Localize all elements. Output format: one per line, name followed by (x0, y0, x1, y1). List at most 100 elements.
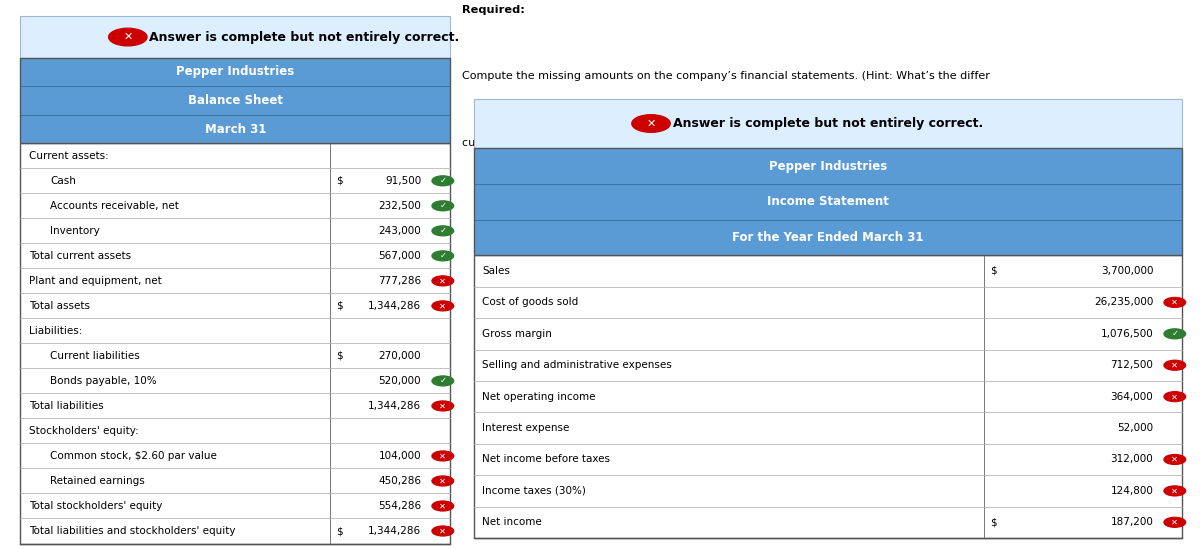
Text: Retained earnings: Retained earnings (50, 476, 145, 486)
Text: 243,000: 243,000 (378, 226, 421, 236)
Text: Interest expense: Interest expense (482, 423, 570, 433)
Text: ✓: ✓ (439, 377, 446, 385)
Text: 1,076,500: 1,076,500 (1100, 329, 1153, 339)
Text: Net operating income: Net operating income (482, 391, 596, 402)
Text: (Do not round intermediate calculations.): (Do not round intermediate calculations.… (572, 137, 833, 147)
Circle shape (432, 251, 454, 261)
Text: 270,000: 270,000 (378, 351, 421, 361)
Circle shape (1164, 486, 1186, 496)
Text: For the Year Ended March 31: For the Year Ended March 31 (732, 231, 924, 244)
Text: Balance Sheet: Balance Sheet (187, 94, 283, 107)
Text: ✓: ✓ (1171, 329, 1178, 338)
Text: 124,800: 124,800 (1110, 486, 1153, 496)
Text: ✕: ✕ (1171, 361, 1178, 369)
Text: $: $ (336, 526, 342, 536)
Circle shape (631, 115, 671, 132)
Text: Income Statement: Income Statement (767, 195, 889, 208)
Circle shape (432, 501, 454, 511)
Text: Current assets:: Current assets: (29, 151, 108, 161)
Text: 567,000: 567,000 (378, 251, 421, 261)
Text: $: $ (336, 301, 342, 311)
Text: 52,000: 52,000 (1117, 423, 1153, 433)
Text: Current liabilities: Current liabilities (50, 351, 140, 361)
Text: Income taxes (30%): Income taxes (30%) (482, 486, 587, 496)
Circle shape (1164, 517, 1186, 527)
Circle shape (432, 376, 454, 386)
Text: ✕: ✕ (439, 301, 446, 310)
Text: 3,700,000: 3,700,000 (1100, 266, 1153, 276)
Text: Gross margin: Gross margin (482, 329, 552, 339)
Text: 777,286: 777,286 (378, 276, 421, 286)
Text: 1,344,286: 1,344,286 (368, 401, 421, 411)
Circle shape (432, 226, 454, 236)
Text: Answer is complete but not entirely correct.: Answer is complete but not entirely corr… (673, 117, 983, 130)
Text: Pepper Industries: Pepper Industries (176, 65, 294, 79)
Text: 364,000: 364,000 (1110, 391, 1153, 402)
Text: 1,344,286: 1,344,286 (368, 526, 421, 536)
Text: $: $ (990, 517, 996, 527)
Circle shape (432, 476, 454, 486)
Text: Liabilities:: Liabilities: (29, 326, 82, 336)
Text: Selling and administrative expenses: Selling and administrative expenses (482, 360, 672, 370)
Bar (20, 58, 450, 86)
Circle shape (432, 276, 454, 286)
Text: 232,500: 232,500 (378, 201, 421, 211)
Circle shape (432, 176, 454, 186)
Text: 520,000: 520,000 (378, 376, 421, 386)
Text: ✕: ✕ (1171, 486, 1178, 495)
Text: ✕: ✕ (439, 477, 446, 485)
Text: ✓: ✓ (439, 176, 446, 186)
Text: Cost of goods sold: Cost of goods sold (482, 298, 578, 307)
Text: 187,200: 187,200 (1110, 517, 1153, 527)
Bar (474, 220, 1182, 255)
Circle shape (432, 401, 454, 411)
Text: 104,000: 104,000 (378, 451, 421, 461)
Text: 91,500: 91,500 (385, 176, 421, 186)
Text: Pepper Industries: Pepper Industries (769, 160, 887, 172)
Bar (20, 143, 450, 544)
Bar (474, 184, 1182, 220)
Text: Total assets: Total assets (29, 301, 90, 311)
Text: ✕: ✕ (1171, 392, 1178, 401)
Circle shape (432, 451, 454, 461)
Text: Required:: Required: (462, 5, 524, 15)
Bar (20, 86, 450, 115)
Text: Net income: Net income (482, 517, 542, 527)
Text: ✓: ✓ (439, 251, 446, 260)
Text: ✕: ✕ (1171, 455, 1178, 464)
Bar (20, 16, 450, 58)
Circle shape (1164, 360, 1186, 370)
Text: 312,000: 312,000 (1110, 455, 1153, 464)
Bar (474, 148, 1182, 255)
Text: Net income before taxes: Net income before taxes (482, 455, 611, 464)
Bar (474, 99, 1182, 148)
Text: ✕: ✕ (439, 526, 446, 535)
Text: $: $ (336, 351, 342, 361)
Text: 1,344,286: 1,344,286 (368, 301, 421, 311)
Text: ✕: ✕ (439, 451, 446, 461)
Text: ✕: ✕ (124, 32, 132, 42)
Text: 712,500: 712,500 (1110, 360, 1153, 370)
Text: Inventory: Inventory (50, 226, 100, 236)
Circle shape (1164, 392, 1186, 402)
Text: Cash: Cash (50, 176, 77, 186)
Text: $: $ (990, 266, 996, 276)
Text: ✓: ✓ (439, 226, 446, 236)
Text: Bonds payable, 10%: Bonds payable, 10% (50, 376, 157, 386)
Text: ✓: ✓ (439, 201, 446, 210)
Text: ✕: ✕ (647, 119, 655, 128)
Text: Sales: Sales (482, 266, 510, 276)
Circle shape (1164, 298, 1186, 307)
Circle shape (432, 301, 454, 311)
Bar (20, 115, 450, 143)
Circle shape (1164, 455, 1186, 464)
Bar (474, 255, 1182, 538)
Bar (474, 148, 1182, 184)
Bar (20, 58, 450, 143)
Text: ✕: ✕ (1171, 518, 1178, 527)
Text: March 31: March 31 (204, 122, 266, 136)
Circle shape (108, 28, 148, 46)
Text: 450,286: 450,286 (378, 476, 421, 486)
Text: 554,286: 554,286 (378, 501, 421, 511)
Text: Total stockholders' equity: Total stockholders' equity (29, 501, 162, 511)
